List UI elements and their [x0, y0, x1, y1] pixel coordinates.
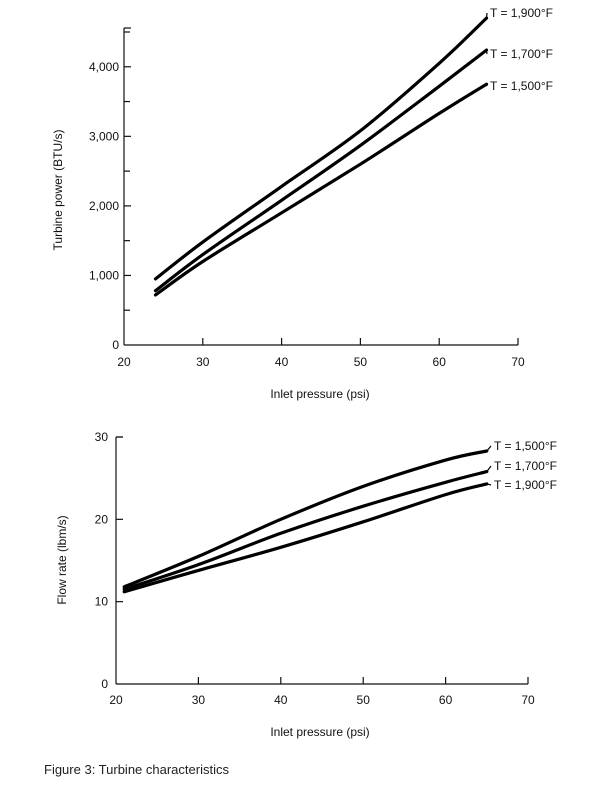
flow-rate-chart: 0 10 20 30 20 30 40 50 60 70 Inlet pressure (psi) F… [55, 430, 557, 739]
x-tick-label: 50 [354, 355, 368, 369]
x-tick-label: 70 [511, 355, 525, 369]
x-tick-label: 60 [439, 693, 453, 707]
series-label-leader [485, 50, 488, 55]
y-tick-label: 10 [95, 595, 109, 609]
x-tick-label: 20 [109, 693, 123, 707]
series-label-leader [486, 445, 492, 452]
x-tick-label: 40 [274, 693, 288, 707]
series-line [122, 470, 489, 591]
y-tick-label: 0 [101, 677, 108, 691]
x-tick-label: 30 [196, 355, 210, 369]
series-label: T = 1,700°F [494, 459, 557, 473]
y-axis-title: Turbine power (BTU/s) [51, 130, 65, 251]
series-label-leader [485, 12, 488, 19]
x-axis-title: Inlet pressure (psi) [270, 725, 369, 739]
series-label: T = 1,500°F [490, 79, 553, 93]
series-line [153, 16, 489, 281]
y-tick-label: 1,000 [89, 268, 119, 282]
series-label-leader [485, 84, 488, 87]
x-axis-title: Inlet pressure (psi) [270, 387, 369, 401]
x-tick-label: 20 [117, 355, 131, 369]
turbine-power-chart: 0 1,000 2,000 3,000 4,000 20 30 40 50 60 70 Inlet p… [51, 6, 553, 401]
series-label-leader [486, 483, 492, 486]
series-label: T = 1,500°F [494, 439, 557, 453]
series-label: T = 1,900°F [490, 6, 553, 20]
series-label: T = 1,900°F [494, 478, 557, 492]
series-label-leader [486, 465, 492, 472]
y-tick-label: 4,000 [89, 60, 119, 74]
y-tick-label: 3,000 [89, 129, 119, 143]
y-tick-label: 20 [95, 512, 109, 526]
x-tick-label: 60 [433, 355, 447, 369]
series-line [122, 482, 489, 594]
y-tick-label: 30 [95, 430, 109, 444]
x-tick-label: 50 [357, 693, 371, 707]
x-tick-label: 70 [521, 693, 535, 707]
y-axis-title: Flow rate (lbm/s) [55, 515, 69, 604]
y-tick-label: 0 [112, 338, 119, 352]
figure-caption: Figure 3: Turbine characteristics [44, 762, 229, 777]
series-line [153, 82, 489, 297]
series-label: T = 1,700°F [490, 47, 553, 61]
series-line [122, 449, 489, 589]
y-tick-label: 2,000 [89, 199, 119, 213]
x-tick-label: 40 [275, 355, 289, 369]
series-line [153, 48, 489, 293]
x-tick-label: 30 [192, 693, 206, 707]
